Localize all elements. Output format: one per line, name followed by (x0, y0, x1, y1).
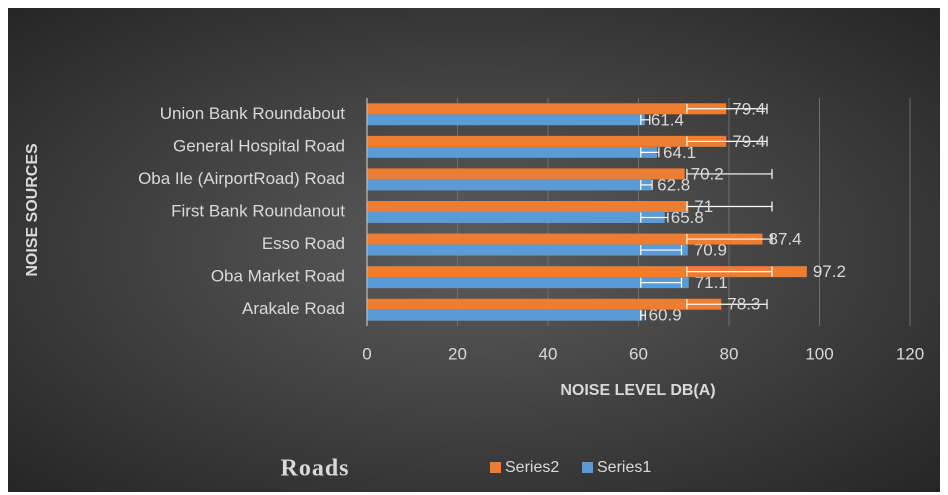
x-tick-label: 60 (629, 344, 648, 363)
data-label: 87.4 (768, 230, 801, 249)
bar (367, 201, 689, 212)
x-tick-label: 120 (896, 344, 924, 363)
bar (367, 103, 727, 115)
data-label: 70.9 (694, 241, 727, 260)
data-label: 60.9 (649, 306, 682, 325)
y-tick-label: Oba Market Road (211, 267, 345, 286)
x-tick-label: 20 (448, 344, 467, 363)
data-label: 61.4 (651, 110, 684, 129)
data-label: 71.1 (695, 273, 728, 292)
bar (367, 266, 807, 278)
bar (367, 298, 722, 310)
data-label: 70.2 (691, 164, 724, 183)
data-label: 71 (694, 197, 713, 216)
y-tick-label: Esso Road (262, 234, 345, 253)
y-tick-label: Oba Ile (AirportRoad) Road (138, 169, 345, 188)
y-tick-label: General Hospital Road (173, 136, 345, 155)
bar (367, 309, 643, 321)
y-axis-title: NOISE SOURCES (24, 143, 41, 277)
bar (367, 233, 763, 245)
legend-label: Series2 (505, 459, 559, 476)
x-tick-label: 80 (720, 344, 739, 363)
legend-swatch (582, 462, 593, 473)
data-label: 78.3 (727, 295, 760, 314)
bar (367, 135, 727, 147)
y-tick-label: Arakale Road (242, 299, 345, 318)
bar (367, 277, 689, 289)
y-tick-label: First Bank Roundanout (171, 201, 345, 220)
y-tick-label: Union Bank Roundabout (160, 104, 346, 123)
x-tick-label: 100 (805, 344, 833, 363)
bar (367, 212, 665, 223)
x-tick-label: 0 (362, 344, 371, 363)
bar (367, 114, 645, 126)
bar (367, 244, 688, 256)
data-label: 62.8 (657, 175, 690, 194)
data-label: 64.1 (663, 143, 696, 162)
data-label: 65.8 (671, 208, 704, 227)
x-axis-title: NOISE LEVEL DB(A) (560, 382, 715, 399)
bar (367, 168, 685, 180)
legend-label: Series1 (597, 459, 651, 476)
data-label: 79.4 (732, 99, 765, 118)
data-label: 97.2 (813, 262, 846, 281)
bar (367, 146, 658, 158)
legend-swatch (490, 462, 501, 473)
chart-title: Roads (280, 456, 349, 482)
data-label: 79.4 (732, 132, 765, 151)
x-tick-label: 40 (539, 344, 558, 363)
bar (367, 179, 652, 191)
